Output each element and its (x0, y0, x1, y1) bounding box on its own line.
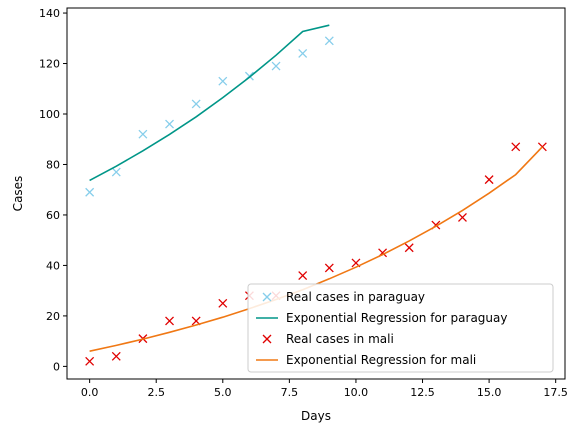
legend-label: Real cases in paraguay (286, 290, 425, 304)
plot-frame (66, 7, 566, 380)
marker-stroke (271, 61, 281, 71)
marker-stroke (324, 263, 334, 273)
marker-stroke (85, 187, 95, 197)
legend-box (247, 283, 554, 373)
marker-stroke (191, 316, 201, 326)
marker-stroke (298, 271, 308, 280)
data-point (458, 213, 467, 222)
data-point (271, 61, 281, 71)
y-tick-label: 0 (53, 360, 60, 373)
marker-stroke (404, 243, 414, 253)
y-tick-label: 140 (39, 7, 60, 20)
x-tick-label: 7.5 (281, 386, 299, 399)
legend-item: Exponential Regression for mali (256, 353, 476, 367)
marker-stroke (511, 142, 521, 152)
legend-label: Exponential Regression for paraguay (286, 311, 507, 325)
y-axis-label: Cases (11, 176, 25, 212)
series-line (89, 24, 330, 182)
data-point (111, 167, 121, 177)
marker-stroke (298, 48, 308, 58)
legend-marker-swatch (262, 292, 272, 302)
data-point (165, 316, 174, 326)
data-point (111, 351, 121, 361)
marker-stroke (165, 316, 174, 326)
marker-stroke (262, 334, 272, 344)
x-axis-label: Days (301, 409, 331, 423)
legend-marker-swatch (262, 334, 272, 344)
marker-stroke (138, 129, 148, 139)
data-point (404, 243, 414, 253)
y-tick-label: 20 (46, 310, 60, 323)
data-point (484, 175, 494, 185)
data-point (165, 119, 174, 129)
x-tick-label: 17.5 (543, 386, 568, 399)
legend-item: Real cases in paraguay (262, 290, 425, 304)
y-axis: 0 20 40 60 80 100 120 140 (39, 7, 67, 373)
data-point (324, 36, 334, 46)
data-point (324, 263, 334, 273)
legend-label: Exponential Regression for mali (286, 353, 476, 367)
legend-label: Real cases in mali (286, 332, 394, 346)
x-tick-label: 5.0 (214, 386, 232, 399)
marker-stroke (111, 351, 121, 361)
x-tick-label: 10.0 (344, 386, 369, 399)
y-tick-label: 100 (39, 108, 60, 121)
series-1 (89, 24, 330, 182)
y-tick-label: 60 (46, 209, 60, 222)
y-tick-label: 40 (46, 259, 60, 272)
data-point (85, 356, 95, 366)
legend-item: Exponential Regression for paraguay (256, 311, 507, 325)
marker-stroke (351, 258, 361, 268)
y-tick-label: 80 (46, 158, 60, 171)
data-point (138, 129, 148, 139)
marker-stroke (111, 167, 121, 177)
legend-item: Real cases in mali (262, 332, 394, 346)
data-point (85, 187, 95, 197)
marker-stroke (191, 99, 201, 109)
data-point (218, 298, 228, 308)
legend: Real cases in paraguay Exponential Regres… (247, 283, 554, 373)
series-0 (85, 36, 334, 197)
data-point (298, 271, 308, 280)
data-point (298, 48, 308, 58)
marker-stroke (458, 213, 467, 222)
x-tick-label: 15.0 (477, 386, 502, 399)
data-point (191, 99, 201, 109)
y-tick-label: 120 (39, 58, 60, 71)
x-tick-label: 12.5 (410, 386, 435, 399)
marker-stroke (262, 292, 272, 302)
x-tick-label: 0.0 (81, 386, 99, 399)
marker-stroke (85, 356, 95, 366)
x-tick-label: 2.5 (147, 386, 165, 399)
marker-stroke (165, 119, 174, 129)
marker-stroke (218, 298, 228, 308)
data-point (511, 142, 521, 152)
data-point (218, 76, 228, 86)
marker-stroke (218, 76, 228, 86)
x-axis: 0.0 2.5 5.0 7.5 10.0 12.5 15.0 17.5 (81, 379, 568, 399)
marker-stroke (484, 175, 494, 185)
marker-stroke (324, 36, 334, 46)
